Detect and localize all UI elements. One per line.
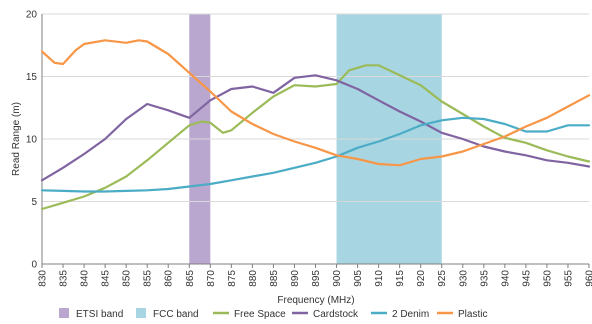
y-tick-label-2: 10 <box>26 135 38 146</box>
x-tick-label-25: 955 <box>563 270 574 287</box>
x-tick-label-4: 850 <box>122 270 133 287</box>
x-tick-label-24: 950 <box>542 270 553 287</box>
y-tick-label-4: 20 <box>26 10 38 21</box>
x-tick-label-15: 905 <box>353 270 364 287</box>
x-tick-label-22: 940 <box>500 270 511 287</box>
x-tick-label-13: 895 <box>311 270 322 287</box>
x-tick-label-16: 910 <box>374 270 385 287</box>
x-tick-label-17: 915 <box>395 270 406 287</box>
x-tick-label-6: 860 <box>164 270 175 287</box>
x-tick-label-9: 875 <box>227 270 238 287</box>
tick-labels-layer: 0 5 10 15 20 830 835 840 845 850 855 860 865 870 875 88… <box>26 10 592 287</box>
x-tick-label-12: 890 <box>290 270 301 287</box>
legend-label-3: Cardstock <box>313 309 359 320</box>
x-tick-label-23: 945 <box>521 270 532 287</box>
axes-layer <box>41 14 590 268</box>
series-line-3 <box>40 39 591 167</box>
legend-label-5: Plastic <box>458 309 487 320</box>
x-tick-label-0: 830 <box>38 270 49 287</box>
x-tick-label-19: 925 <box>437 270 448 287</box>
legend: ETSI band FCC band Free Space Cardstock 2 De… <box>59 308 487 320</box>
x-tick-label-8: 870 <box>206 270 217 287</box>
x-tick-label-5: 855 <box>143 270 154 287</box>
x-tick-label-21: 935 <box>479 270 490 287</box>
x-tick-label-11: 885 <box>269 270 280 287</box>
legend-swatch-0 <box>59 308 69 318</box>
x-tick-label-3: 845 <box>101 270 112 287</box>
series-line-0 <box>40 64 591 211</box>
x-tick-label-1: 835 <box>59 270 70 287</box>
y-tick-label-0: 0 <box>31 260 37 271</box>
x-axis-title: Frequency (MHz) <box>277 295 354 306</box>
y-tick-label-3: 15 <box>26 72 38 83</box>
series-line-2 <box>40 116 591 193</box>
x-tick-label-26: 960 <box>585 270 592 287</box>
x-tick-label-2: 840 <box>80 270 91 287</box>
y-tick-label-1: 5 <box>31 197 37 208</box>
series-line-1 <box>40 74 591 182</box>
series-layer <box>40 39 591 211</box>
legend-label-4: 2 Denim <box>392 309 429 320</box>
legend-label-0: ETSI band <box>76 309 123 320</box>
x-tick-label-20: 930 <box>458 270 469 287</box>
x-tick-label-7: 865 <box>185 270 196 287</box>
x-tick-label-10: 880 <box>248 270 259 287</box>
legend-swatch-1 <box>136 308 146 318</box>
legend-label-1: FCC band <box>153 309 199 320</box>
x-tick-label-18: 920 <box>416 270 427 287</box>
legend-label-2: Free Space <box>234 309 286 320</box>
y-axis-title: Read Range (m) <box>11 102 22 176</box>
x-tick-label-14: 900 <box>332 270 343 287</box>
